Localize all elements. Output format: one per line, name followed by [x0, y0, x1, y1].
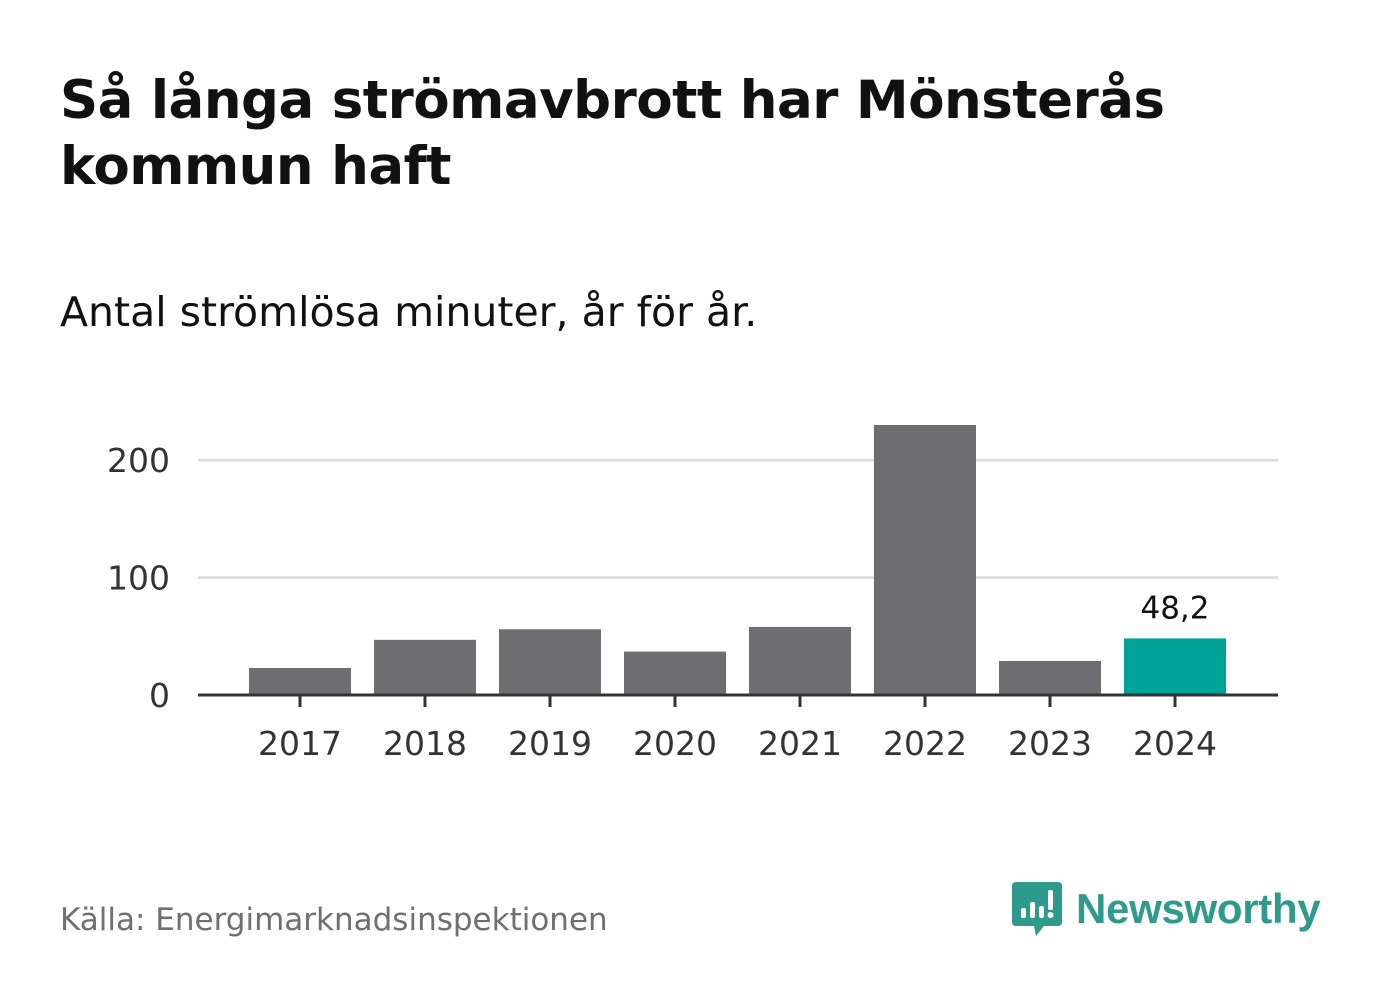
x-tick-label: 2023 — [1008, 724, 1092, 763]
bar-2019[interactable] — [499, 629, 601, 695]
bar-2017[interactable] — [249, 668, 351, 695]
y-tick-label: 200 — [107, 441, 170, 480]
gridlines — [198, 458, 1278, 580]
chart-title: Så långa strömavbrott har Mönsterås komm… — [60, 70, 1165, 197]
brand-logo[interactable]: Newsworthy — [1010, 878, 1321, 940]
axes — [198, 693, 1278, 707]
bar-2018[interactable] — [374, 639, 476, 695]
y-tick-label: 0 — [149, 676, 170, 715]
bar-2023[interactable] — [999, 660, 1101, 695]
x-tick-label: 2018 — [383, 724, 467, 763]
x-tick-label: 2020 — [633, 724, 717, 763]
data-label-2024: 48,2 — [1140, 590, 1209, 626]
bar-2022[interactable] — [874, 425, 976, 695]
source-note: Källa: Energimarknadsinspektionen — [60, 902, 608, 938]
chart-subtitle: Antal strömlösa minuter, år för år. — [60, 288, 758, 336]
newsworthy-logo-icon — [1012, 882, 1062, 936]
bar-2020[interactable] — [624, 651, 726, 695]
x-tick-label: 2017 — [258, 724, 342, 763]
bar-2021[interactable] — [749, 626, 851, 695]
x-tick-label: 2019 — [508, 724, 592, 763]
bar-2024[interactable] — [1124, 638, 1226, 695]
x-tick-label: 2022 — [883, 724, 967, 763]
x-tick-label: 2024 — [1133, 724, 1217, 763]
y-tick-label: 100 — [107, 559, 170, 598]
brand-name: Newsworthy — [1076, 885, 1321, 932]
bars — [249, 425, 1226, 695]
x-tick-label: 2021 — [758, 724, 842, 763]
labels: 0 100 200 2017 2018 2019 2020 2021 2022 2023 2024 4… — [107, 441, 1217, 763]
